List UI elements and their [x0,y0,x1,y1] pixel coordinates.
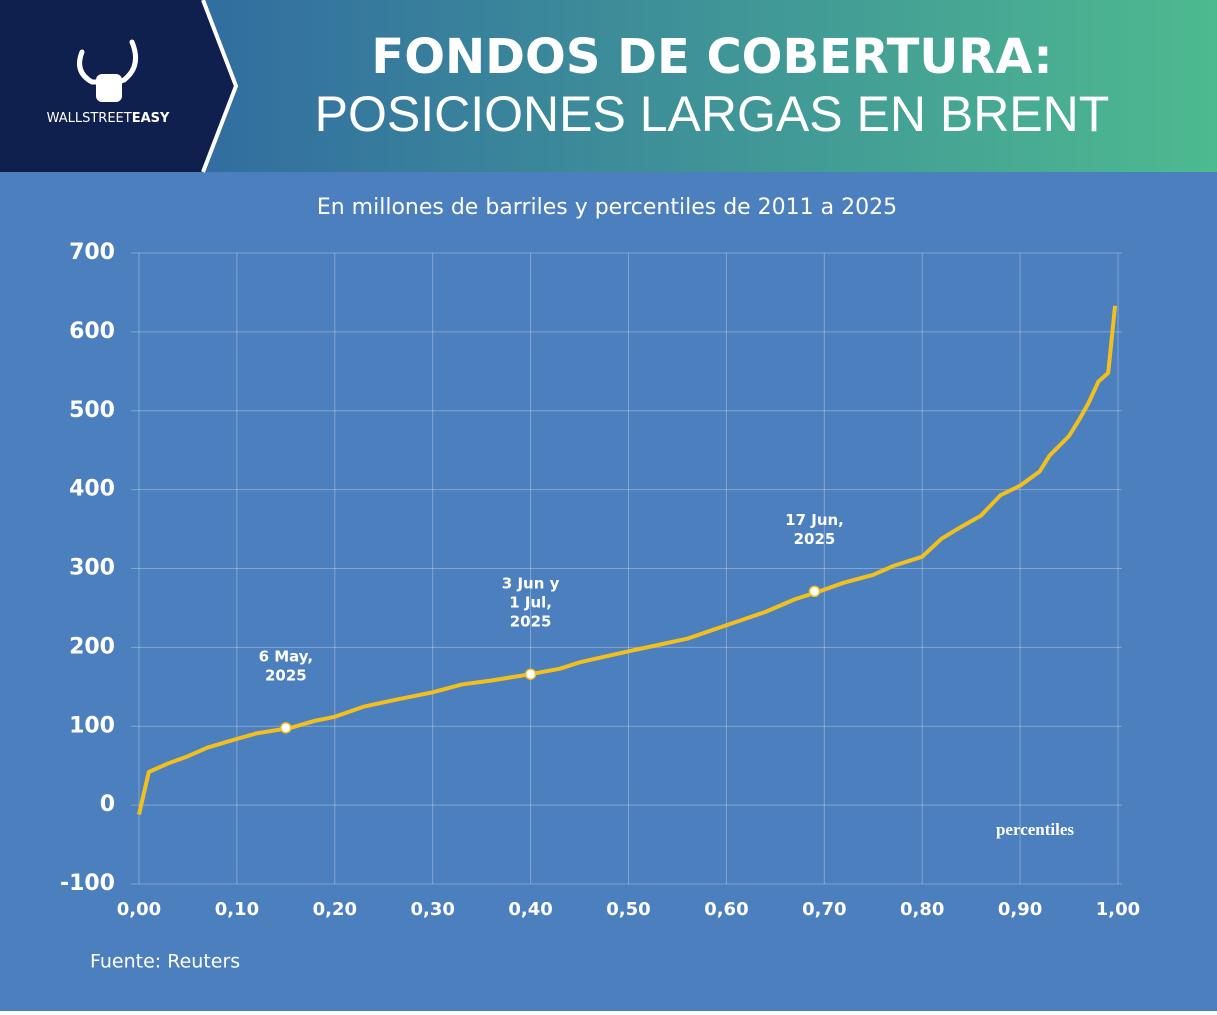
highlight-label: 1 Jul, [509,594,552,612]
y-tick-label: 200 [69,634,115,659]
x-tick-label: 0,80 [900,899,944,920]
highlight-label: 2025 [794,530,836,548]
title-line2: POSICIONES LARGAS EN BRENT [315,86,1110,142]
y-tick-label: 0 [100,792,115,817]
x-tick-label: 0,10 [215,899,259,920]
logo-text: WALLSTREETEASY [47,111,170,126]
x-tick-label: 0,00 [117,899,161,920]
y-tick-label: 300 [69,556,115,581]
logo-bold: EASY [132,111,170,126]
x-tick-label: 0,20 [313,899,357,920]
title: FONDOS DE COBERTURA: [371,29,1052,85]
x-tick-label: 0,50 [606,899,650,920]
y-tick-label: 600 [69,319,115,344]
chevron [201,0,239,173]
y-tick-label: 700 [69,240,115,265]
highlight-label: 17 Jun, [785,511,844,529]
x-tick-label: 0,90 [998,899,1042,920]
highlight-label: 6 May, [259,647,314,665]
y-tick-label: -100 [60,871,115,896]
logo-regular: WALLSTREET [47,111,132,126]
x-annotation: percentiles [996,820,1074,839]
highlight-point [524,668,537,680]
y-tick-label: 100 [69,713,115,738]
subtitle: En millones de barriles y percentiles de… [317,195,897,220]
x-tick-label: 0,40 [508,899,552,920]
y-tick-label: 400 [69,477,115,502]
logo-icon [77,39,139,102]
y-tick-label: 500 [69,398,115,423]
highlight-point [808,585,821,598]
highlight-label: 2025 [510,613,552,631]
x-tick-label: 0,60 [704,899,748,920]
highlight-point [280,722,292,734]
x-tick-label: 0,30 [410,899,454,920]
x-tick-label: 1,00 [1096,899,1140,920]
x-tick-label: 0,70 [802,899,846,920]
highlight-label: 3 Jun y [502,575,560,593]
source: Fuente: Reuters [90,951,240,973]
highlight-label: 2025 [265,666,307,684]
